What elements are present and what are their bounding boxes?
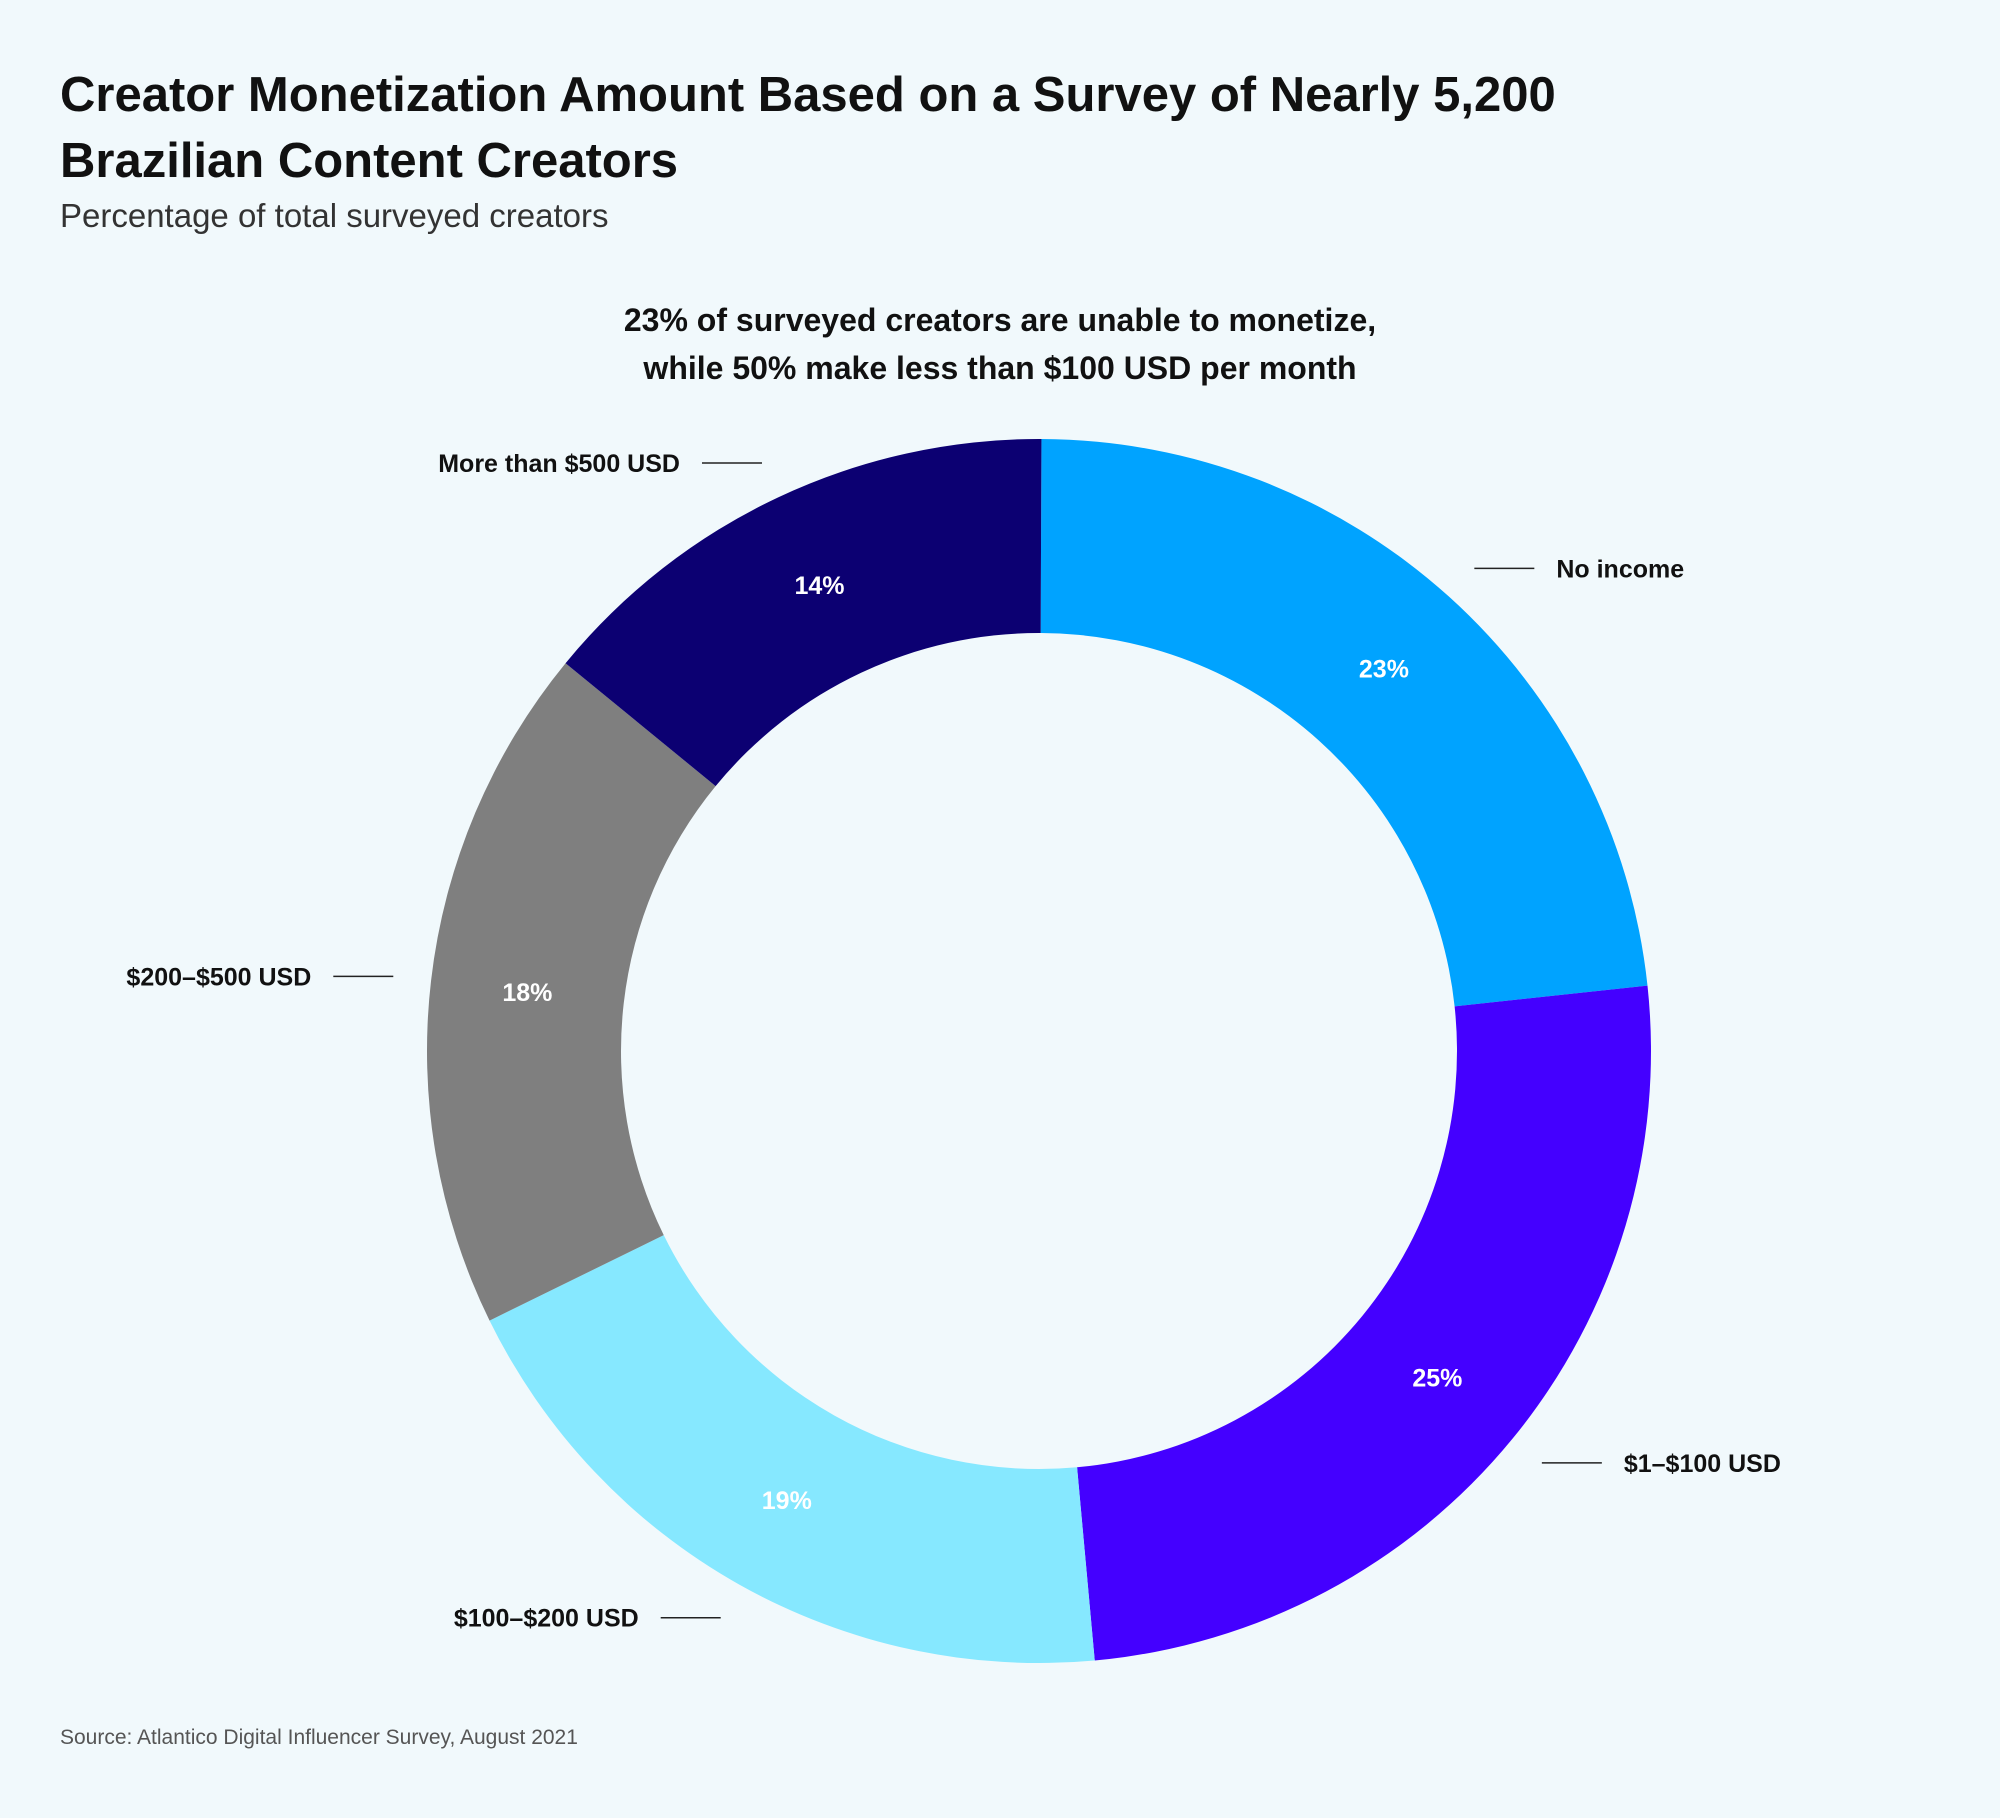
category-label: No income xyxy=(1556,555,1684,583)
category-label: $1–$100 USD xyxy=(1624,1450,1781,1478)
slice-value-label: 18% xyxy=(502,979,552,1007)
donut-slice xyxy=(565,439,1042,787)
slice-value-label: 14% xyxy=(794,572,844,600)
chart-annotation: 23% of surveyed creators are unable to m… xyxy=(450,296,1550,392)
annotation-line-2: while 50% make less than $100 USD per mo… xyxy=(643,350,1357,386)
slice-value-label: 25% xyxy=(1412,1364,1462,1392)
slice-value-label: 23% xyxy=(1359,656,1409,684)
chart-title: Creator Monetization Amount Based on a S… xyxy=(60,68,1556,188)
category-label: More than $500 USD xyxy=(438,450,680,478)
category-label: $100–$200 USD xyxy=(454,1605,639,1633)
donut-slice xyxy=(1077,985,1651,1661)
chart-subtitle: Percentage of total surveyed creators xyxy=(60,197,609,234)
annotation-line-1: 23% of surveyed creators are unable to m… xyxy=(623,302,1377,338)
donut-slice xyxy=(427,663,716,1321)
source-note: Source: Atlantico Digital Influencer Sur… xyxy=(60,1726,578,1749)
donut-slice xyxy=(1040,439,1648,1007)
slice-value-label: 19% xyxy=(762,1487,812,1515)
donut-slice xyxy=(489,1235,1095,1663)
category-label: $200–$500 USD xyxy=(126,963,311,991)
